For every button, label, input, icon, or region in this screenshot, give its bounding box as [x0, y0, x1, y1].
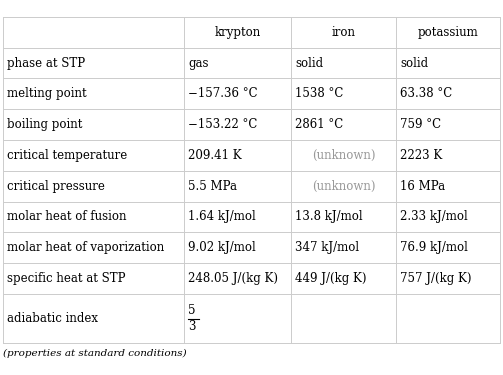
- Text: 2223 K: 2223 K: [400, 149, 442, 162]
- Text: krypton: krypton: [215, 26, 261, 39]
- Text: 449 J/(kg K): 449 J/(kg K): [295, 272, 367, 285]
- Text: (unknown): (unknown): [312, 180, 375, 193]
- Text: 13.8 kJ/mol: 13.8 kJ/mol: [295, 210, 363, 224]
- Text: critical pressure: critical pressure: [7, 180, 105, 193]
- Text: (properties at standard conditions): (properties at standard conditions): [3, 349, 186, 358]
- Text: critical temperature: critical temperature: [7, 149, 127, 162]
- Text: 2861 °C: 2861 °C: [295, 118, 344, 131]
- Text: molar heat of vaporization: molar heat of vaporization: [7, 241, 164, 254]
- Text: 759 °C: 759 °C: [400, 118, 441, 131]
- Text: molar heat of fusion: molar heat of fusion: [7, 210, 126, 224]
- Text: 1.64 kJ/mol: 1.64 kJ/mol: [188, 210, 256, 224]
- Text: 76.9 kJ/mol: 76.9 kJ/mol: [400, 241, 468, 254]
- Text: (unknown): (unknown): [312, 149, 375, 162]
- Text: 757 J/(kg K): 757 J/(kg K): [400, 272, 471, 285]
- Text: melting point: melting point: [7, 87, 86, 100]
- Text: specific heat at STP: specific heat at STP: [7, 272, 125, 285]
- Text: 9.02 kJ/mol: 9.02 kJ/mol: [188, 241, 256, 254]
- Text: adiabatic index: adiabatic index: [7, 312, 98, 325]
- Text: 16 MPa: 16 MPa: [400, 180, 445, 193]
- Text: 347 kJ/mol: 347 kJ/mol: [295, 241, 360, 254]
- Text: 2.33 kJ/mol: 2.33 kJ/mol: [400, 210, 468, 224]
- Text: 1538 °C: 1538 °C: [295, 87, 344, 100]
- Text: 248.05 J/(kg K): 248.05 J/(kg K): [188, 272, 278, 285]
- Text: gas: gas: [188, 57, 209, 69]
- Text: 5: 5: [188, 304, 196, 317]
- Text: −157.36 °C: −157.36 °C: [188, 87, 258, 100]
- Text: 3: 3: [188, 320, 196, 333]
- Text: −153.22 °C: −153.22 °C: [188, 118, 258, 131]
- Text: potassium: potassium: [418, 26, 478, 39]
- Text: phase at STP: phase at STP: [7, 57, 85, 69]
- Text: 63.38 °C: 63.38 °C: [400, 87, 452, 100]
- Text: solid: solid: [295, 57, 323, 69]
- Text: iron: iron: [331, 26, 356, 39]
- Text: 5.5 MPa: 5.5 MPa: [188, 180, 237, 193]
- Text: solid: solid: [400, 57, 428, 69]
- Text: boiling point: boiling point: [7, 118, 82, 131]
- Text: 209.41 K: 209.41 K: [188, 149, 242, 162]
